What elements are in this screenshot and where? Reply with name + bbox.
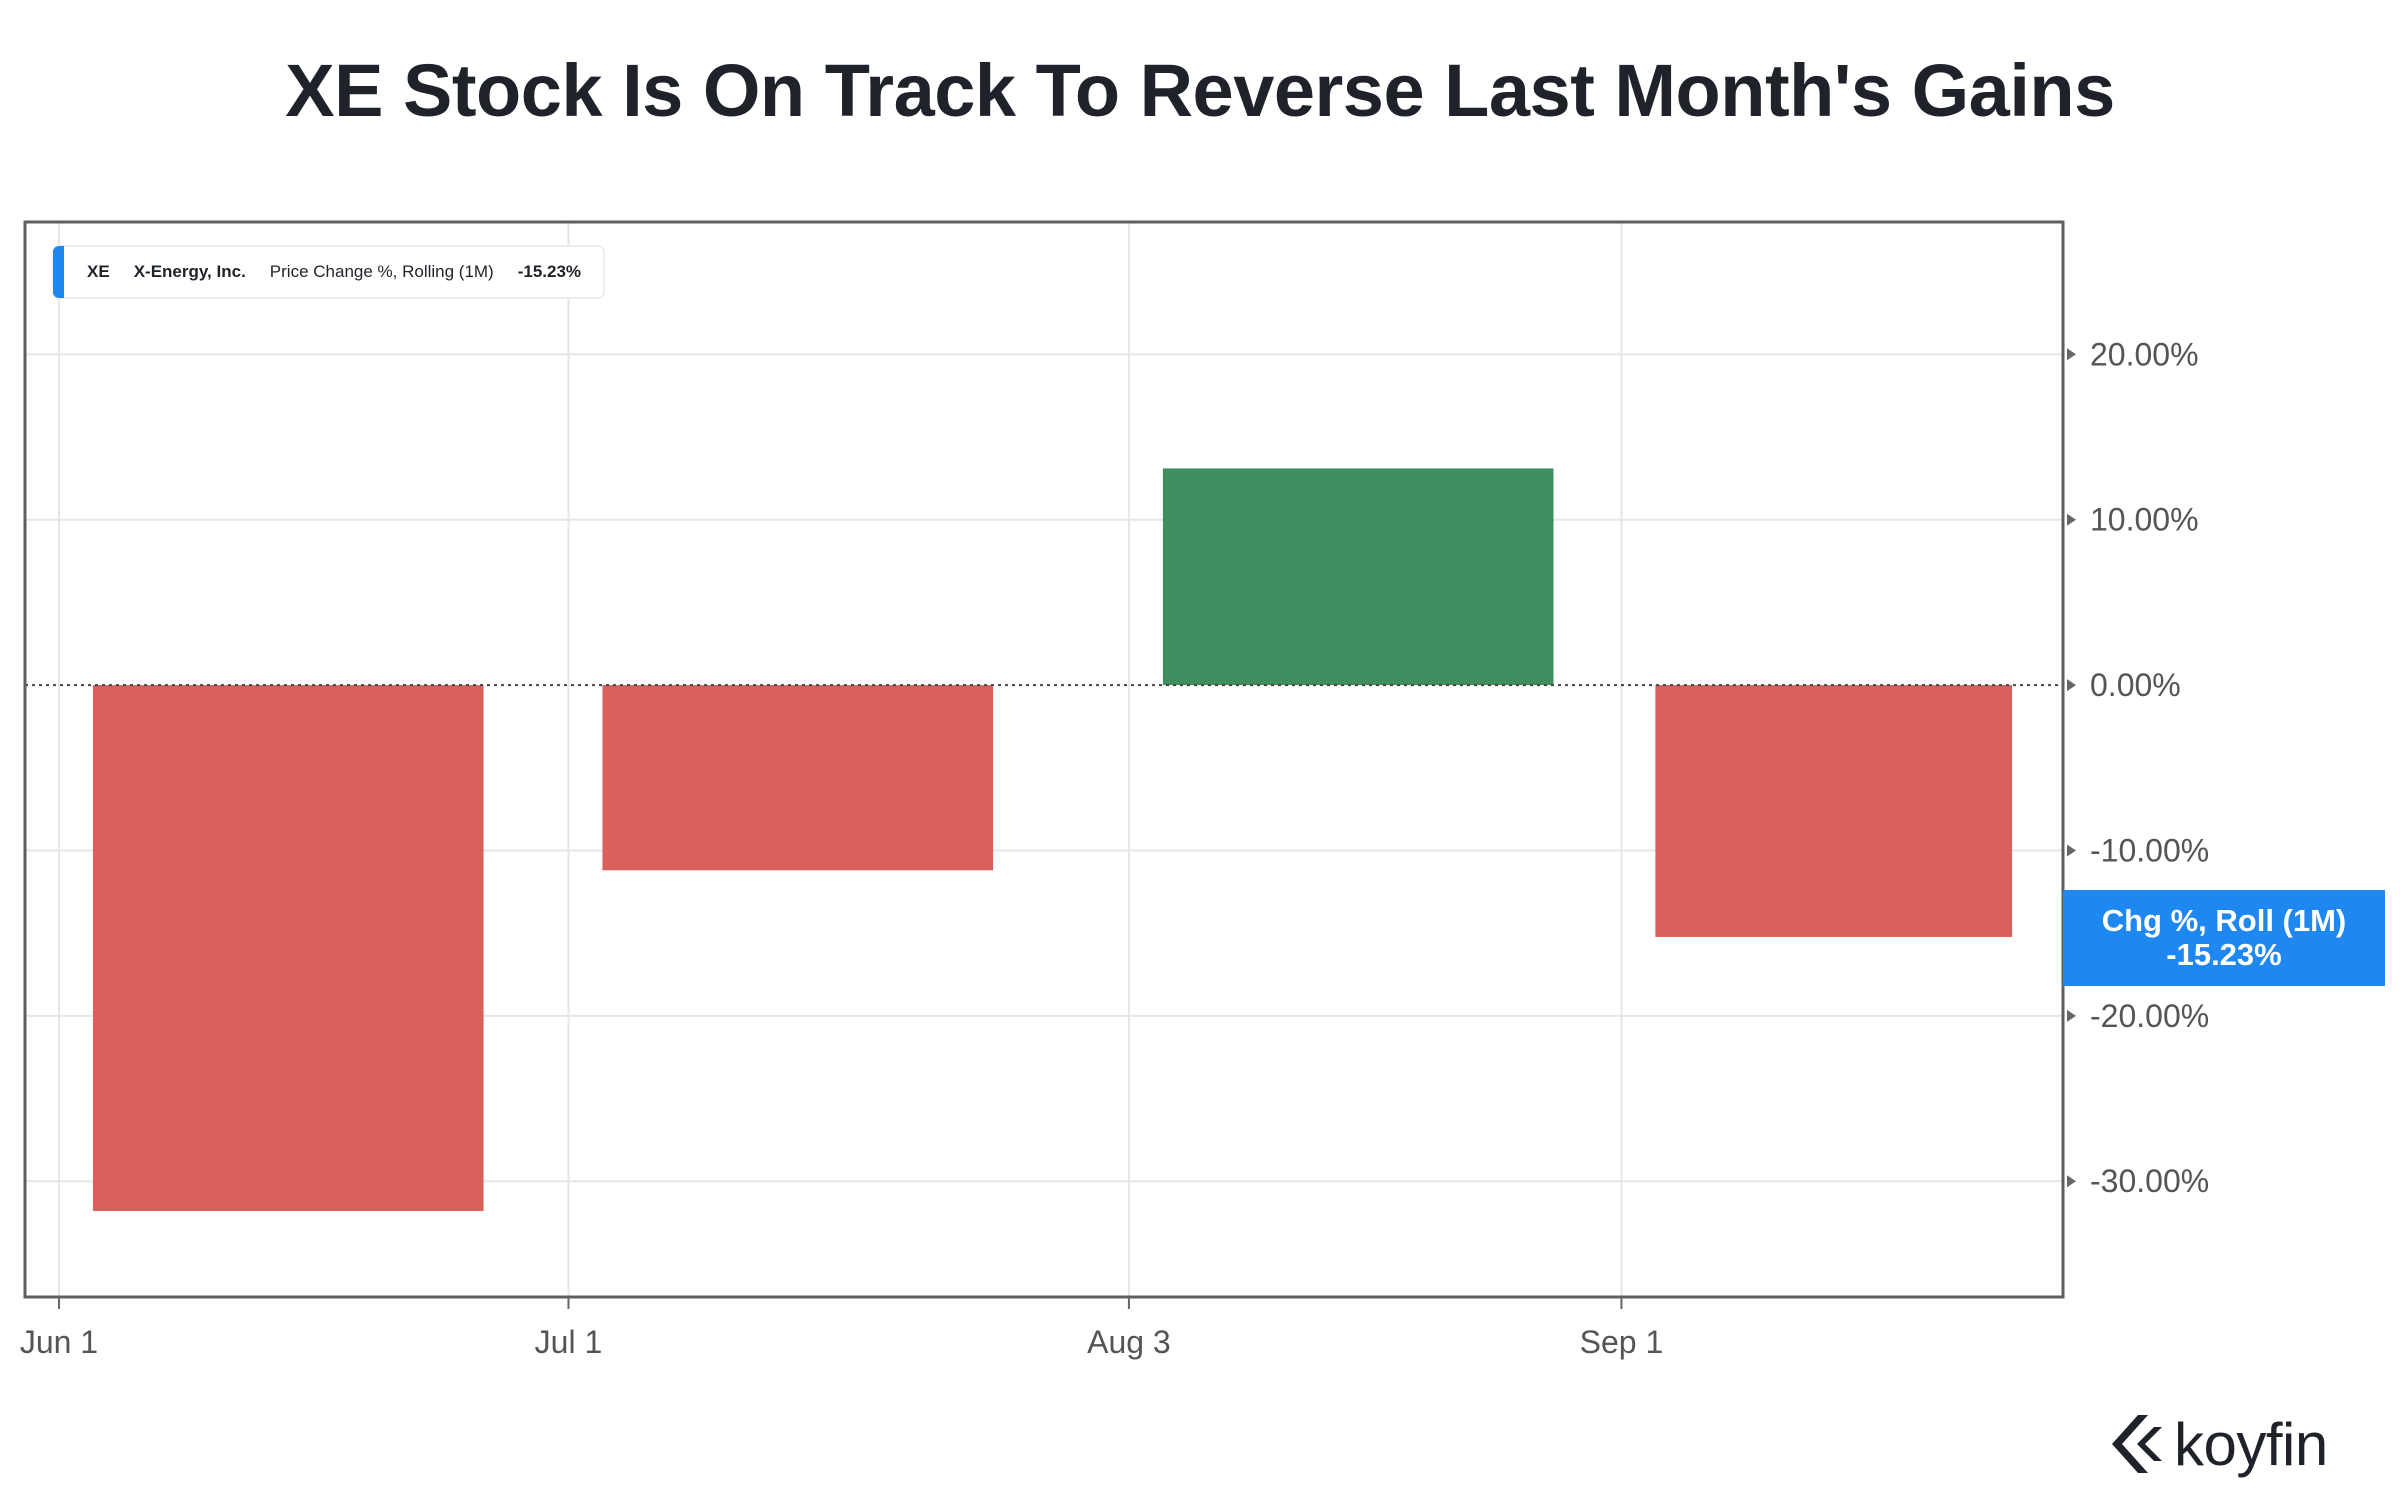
x-tick-label: Jul 1 (535, 1324, 603, 1360)
brand-mark: koyfin (2104, 1404, 2328, 1484)
legend-metric: Price Change %, Rolling (1M) (269, 262, 494, 281)
badge-value: -15.23% (2166, 937, 2282, 972)
bar (1655, 685, 2013, 937)
y-tick-marker (2067, 679, 2076, 692)
legend-color-marker (53, 246, 64, 298)
y-axis: 20.00% 10.00% 0.00% -10.00% -20.00% -30.00% (2067, 336, 2209, 1199)
koyfin-chevron-logo-icon (2112, 1415, 2162, 1473)
y-tick-label: -20.00% (2090, 998, 2209, 1034)
plot-border (23, 220, 2065, 1299)
x-axis: Jun 1 Jul 1 Aug 3 Sep 1 (20, 1297, 1663, 1360)
y-tick-label: 10.00% (2090, 502, 2199, 538)
y-tick-marker (2067, 348, 2076, 361)
legend-value: -15.23% (517, 262, 582, 281)
last-value-badge: Chg %, Roll (1M) -15.23% (2063, 890, 2385, 986)
y-tick-marker (2067, 1175, 2076, 1188)
y-tick-label: -10.00% (2090, 832, 2209, 868)
series-legend: XE X-Energy, Inc. Price Change %, Rollin… (52, 245, 606, 299)
y-tick-marker (2067, 1009, 2076, 1022)
chart-title: XE Stock Is On Track To Reverse Last Mon… (285, 49, 2115, 132)
bar (92, 685, 484, 1211)
bar (602, 685, 994, 871)
badge-label: Chg %, Roll (1M) (2101, 903, 2347, 938)
legend-company: X-Energy, Inc. (133, 262, 246, 281)
y-tick-marker (2067, 513, 2076, 526)
y-tick-label: -30.00% (2090, 1163, 2209, 1199)
x-tick-label: Jun 1 (20, 1324, 98, 1360)
x-tick-label: Sep 1 (1580, 1324, 1664, 1360)
y-tick-label: 20.00% (2090, 336, 2199, 372)
legend-ticker: XE (87, 262, 110, 281)
plot-frame (23, 220, 2065, 1299)
bar (1162, 468, 1554, 686)
brand-name: koyfin (2174, 1410, 2328, 1478)
y-tick-marker (2067, 844, 2076, 857)
y-tick-label: 0.00% (2090, 667, 2181, 703)
bars (92, 468, 2013, 1211)
x-tick-label: Aug 3 (1087, 1324, 1171, 1360)
